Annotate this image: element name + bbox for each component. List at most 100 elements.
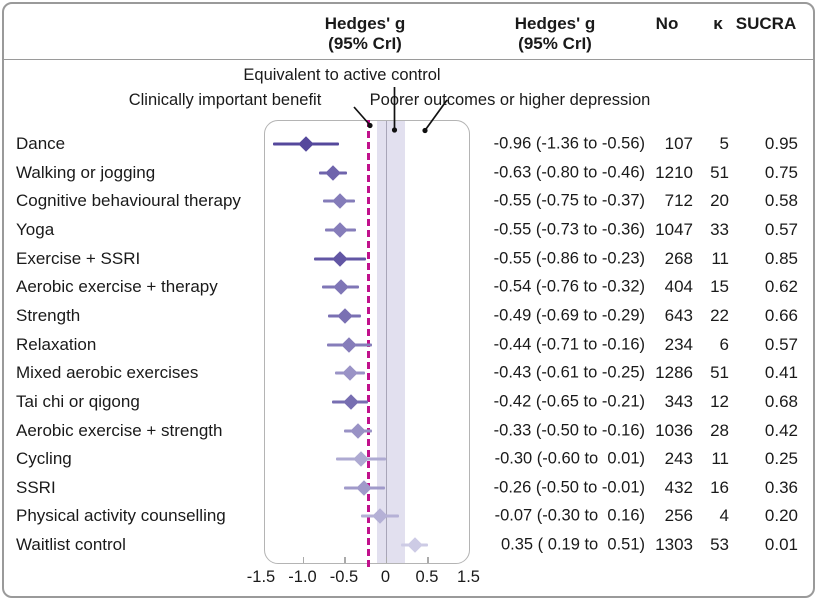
- kappa-column-header: κ: [713, 14, 723, 33]
- annotation-benefit: Clinically important benefit: [128, 91, 322, 109]
- treatment-label: Waitlist control: [16, 535, 126, 555]
- effect-estimate-text: -0.55 (-0.75 to -0.37): [493, 191, 645, 210]
- treatment-label: Mixed aerobic exercises: [16, 363, 199, 383]
- sucra-value: 0.57: [764, 334, 798, 354]
- treatment-label: Tai chi or qigong: [16, 391, 140, 411]
- effect-estimate-text: -0.55 (-0.73 to -0.36): [493, 220, 645, 239]
- studies-count: 16: [710, 477, 729, 497]
- studies-count: 4: [719, 506, 729, 526]
- effect-estimate-text: -0.07 (-0.30 to 0.16): [494, 506, 645, 525]
- plot-column-title: Hedges' g: [324, 14, 406, 33]
- participants-count: 1286: [655, 363, 693, 383]
- annotation-poorer: Poorer outcomes or higher depression: [369, 91, 651, 109]
- x-axis-tick-label: -0.5: [329, 568, 359, 586]
- sucra-value: 0.95: [764, 134, 798, 153]
- x-axis-tick-label: -1.0: [288, 568, 317, 586]
- tick-mark: [427, 557, 429, 563]
- text-column-title: Hedges' g: [514, 14, 596, 33]
- treatment-label: Cognitive behavioural therapy: [16, 191, 241, 211]
- studies-count: 12: [710, 391, 729, 411]
- studies-count: 53: [710, 535, 729, 555]
- x-axis-tick-label: 0.5: [415, 568, 439, 586]
- participants-count: 1210: [655, 162, 693, 182]
- participants-count: 1047: [655, 219, 693, 239]
- effect-estimate-text: -0.30 (-0.60 to 0.01): [494, 449, 645, 468]
- effect-estimate-text: -0.26 (-0.50 to -0.01): [493, 478, 645, 497]
- text-column-header: Hedges' g (95% CrI): [515, 14, 596, 54]
- x-axis-tick-label: 0: [380, 568, 391, 586]
- effect-estimate-text: -0.33 (-0.50 to -0.16): [493, 421, 645, 439]
- studies-count: 20: [710, 191, 729, 211]
- effect-estimate-text: -0.54 (-0.76 to -0.32): [493, 277, 645, 296]
- x-axis-tick-label: -1.5: [246, 568, 276, 586]
- studies-count: 5: [719, 134, 729, 153]
- plot-column-subtitle: (95% CrI): [328, 34, 402, 53]
- sucra-value: 0.58: [764, 191, 798, 211]
- header-separator: [4, 59, 813, 60]
- effect-estimate-text: -0.42 (-0.65 to -0.21): [493, 392, 645, 411]
- text-column-subtitle: (95% CrI): [518, 34, 592, 53]
- sucra-value: 0.75: [764, 162, 798, 182]
- treatment-label: Aerobic exercise + therapy: [16, 277, 218, 297]
- treatment-label: Yoga: [16, 219, 55, 239]
- participants-count: 712: [664, 191, 693, 211]
- participants-count: 256: [664, 506, 693, 526]
- sucra-value: 0.25: [764, 449, 798, 469]
- plot-column-header: Hedges' g (95% CrI): [325, 14, 406, 54]
- sucra-value: 0.68: [764, 391, 798, 411]
- studies-count: 6: [719, 334, 729, 354]
- no-column-header: No: [655, 14, 679, 33]
- x-axis-tick-label: 1.5: [457, 568, 480, 586]
- participants-count: 107: [664, 134, 693, 153]
- tick-mark: [344, 557, 346, 563]
- treatment-label: Strength: [16, 305, 81, 325]
- sucra-value: 0.66: [764, 305, 798, 325]
- sucra-value: 0.42: [764, 420, 798, 440]
- studies-count: 11: [711, 449, 729, 469]
- treatment-label: Walking or jogging: [16, 162, 156, 182]
- treatment-label: Aerobic exercise + strength: [16, 420, 223, 440]
- zero-reference-line: [385, 121, 388, 563]
- sucra-column-header: SUCRA: [735, 14, 797, 33]
- participants-count: 343: [664, 391, 693, 411]
- participants-count: 432: [664, 477, 693, 497]
- effect-estimate-text: -0.63 (-0.80 to -0.46): [493, 163, 645, 182]
- sucra-value: 0.57: [764, 219, 798, 239]
- effect-estimate-text: -0.96 (-1.36 to -0.56): [493, 134, 645, 153]
- sucra-value: 0.41: [764, 363, 798, 383]
- sucra-value: 0.62: [764, 277, 798, 297]
- tick-mark: [302, 557, 305, 563]
- sucra-value: 0.36: [764, 477, 798, 497]
- participants-count: 234: [664, 334, 693, 354]
- effect-estimate-text: -0.55 (-0.86 to -0.23): [493, 249, 645, 268]
- participants-count: 1036: [655, 420, 693, 440]
- tick-mark: [385, 557, 388, 563]
- treatment-label: Cycling: [16, 449, 72, 469]
- participants-count: 243: [664, 449, 693, 469]
- participants-count: 643: [664, 305, 693, 325]
- sucra-value: 0.20: [764, 506, 798, 526]
- annotation-equivalent: Equivalent to active control: [243, 66, 441, 84]
- studies-count: 11: [711, 248, 729, 268]
- treatment-label: Dance: [16, 134, 66, 153]
- studies-count: 51: [710, 162, 729, 182]
- treatment-label: Relaxation: [16, 334, 97, 354]
- studies-count: 33: [710, 219, 729, 239]
- treatment-label: Physical activity counselling: [16, 506, 226, 526]
- studies-count: 15: [710, 277, 729, 297]
- studies-count: 51: [710, 363, 729, 383]
- participants-count: 268: [664, 248, 693, 268]
- tick-mark: [468, 557, 469, 563]
- participants-count: 404: [664, 277, 693, 297]
- studies-count: 28: [710, 420, 729, 440]
- sucra-value: 0.01: [764, 535, 798, 555]
- studies-count: 22: [710, 305, 729, 325]
- treatment-label: SSRI: [16, 477, 56, 497]
- sucra-value: 0.85: [764, 248, 798, 268]
- effect-estimate-text: 0.35 ( 0.19 to 0.51): [500, 535, 645, 554]
- effect-estimate-text: -0.44 (-0.71 to -0.16): [493, 335, 645, 354]
- effect-estimate-text: -0.49 (-0.69 to -0.29): [493, 306, 645, 325]
- treatment-label: Exercise + SSRI: [16, 248, 141, 268]
- equivalence-band: [376, 121, 405, 563]
